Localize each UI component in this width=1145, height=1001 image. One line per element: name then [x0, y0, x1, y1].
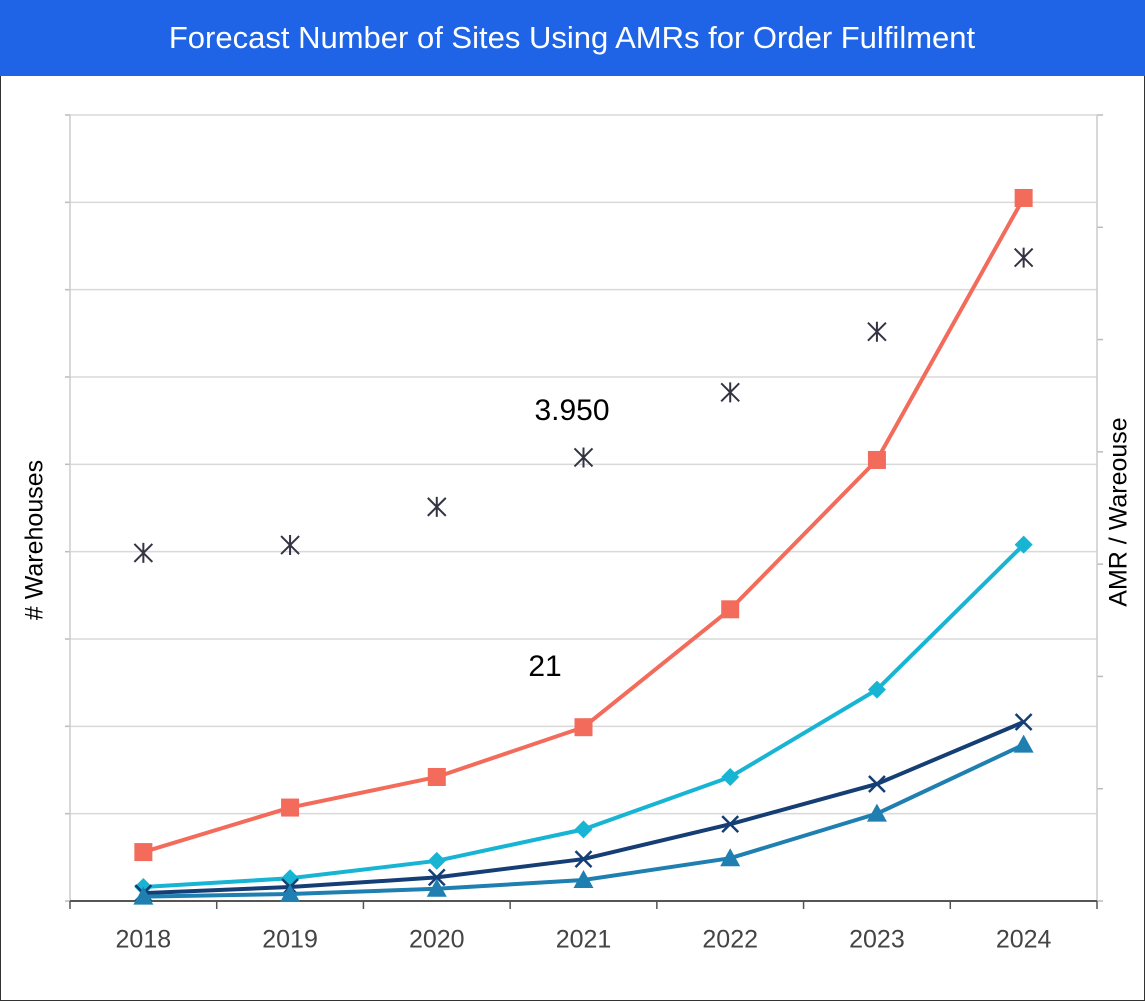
marker	[426, 878, 447, 897]
marker	[867, 450, 886, 469]
marker	[280, 884, 301, 903]
marker	[866, 803, 887, 822]
marker	[573, 447, 594, 468]
marker	[721, 767, 740, 786]
x-tick-label: 2022	[702, 926, 758, 954]
annotation: 3.950	[534, 394, 609, 427]
x-tick-label: 2018	[116, 926, 172, 954]
x-tick-label: 2021	[556, 926, 612, 954]
x-tick-label: 2020	[409, 926, 465, 954]
marker	[281, 798, 300, 817]
marker	[133, 886, 154, 905]
annotation: 21	[528, 650, 561, 683]
marker	[1013, 734, 1034, 753]
marker	[573, 870, 594, 889]
header-bar	[0, 0, 1145, 76]
marker	[574, 718, 593, 737]
marker	[280, 535, 300, 556]
marker	[1014, 188, 1033, 207]
marker	[427, 851, 446, 870]
marker	[868, 775, 886, 793]
marker	[574, 820, 593, 839]
marker	[1014, 535, 1033, 554]
marker	[867, 680, 886, 699]
marker	[574, 850, 593, 868]
marker	[720, 382, 740, 403]
marker	[427, 868, 446, 887]
marker	[1013, 247, 1034, 268]
x-tick-label: 2019	[262, 926, 318, 954]
marker	[720, 848, 741, 867]
marker	[427, 496, 447, 517]
x-tick-label: 2024	[996, 926, 1052, 954]
y2-axis-title: AMR / Wareouse	[1105, 417, 1133, 606]
chart-title: Forecast Number of Sites Using AMRs for …	[169, 20, 976, 55]
marker	[1014, 713, 1033, 731]
marker	[867, 321, 887, 342]
x-tick-label: 2023	[849, 926, 905, 954]
marker	[427, 767, 446, 786]
marker	[721, 600, 740, 619]
marker	[721, 815, 740, 834]
y-axis-title: # Warehouses	[21, 460, 49, 620]
marker	[133, 542, 154, 563]
marker	[134, 843, 153, 862]
